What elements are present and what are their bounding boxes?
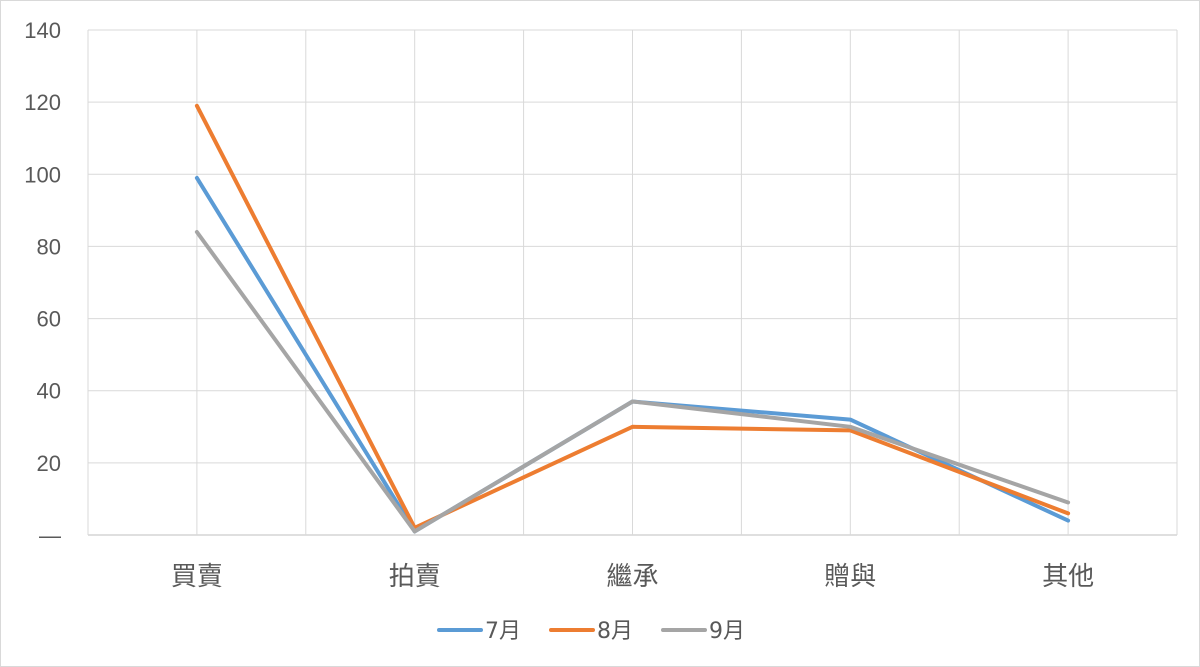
series-lines (194, 103, 1071, 534)
y-tick-label: 100 (24, 162, 61, 187)
legend-label: 7月 (485, 619, 521, 644)
series-line-3 (194, 230, 1071, 534)
y-tick-label: 120 (24, 90, 61, 115)
x-category-label: 贈與 (824, 562, 876, 592)
legend-label: 8月 (597, 619, 633, 644)
x-category-label: 拍賣 (389, 562, 441, 592)
legend-label: 9月 (709, 619, 745, 644)
y-tick-label: 40 (37, 379, 61, 404)
x-axis-categories: 買賣 拍賣 繼承 贈與 其他 (171, 562, 1094, 592)
x-category-label: 買賣 (171, 562, 223, 592)
y-tick-label: 80 (37, 234, 61, 259)
y-tick-label: 20 (37, 451, 61, 476)
y-tick-label: — (39, 523, 61, 548)
series-line-2 (194, 103, 1071, 530)
x-category-label: 繼承 (606, 562, 658, 592)
y-tick-label: 140 (24, 18, 61, 43)
grid (87, 29, 1178, 536)
y-axis-ticks: — 20 40 60 80 100 120 140 (24, 18, 61, 548)
x-category-label: 其他 (1042, 562, 1094, 592)
legend: 7月 8月 9月 (437, 619, 745, 644)
y-tick-label: 60 (37, 307, 61, 332)
